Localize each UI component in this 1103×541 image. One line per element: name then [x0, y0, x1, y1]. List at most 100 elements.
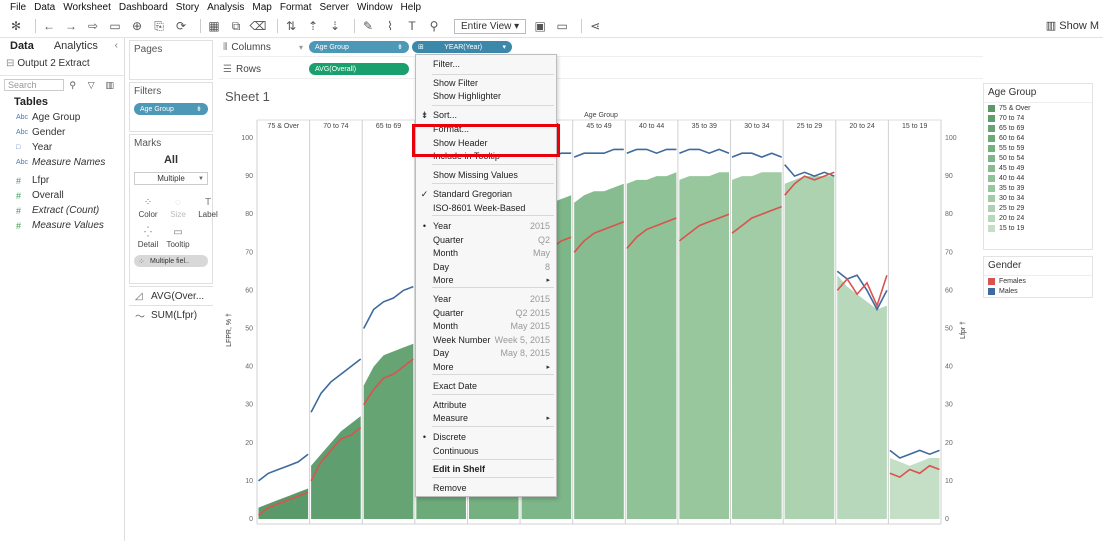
size-button[interactable]: ◌ Size: [170, 197, 186, 219]
tab-data[interactable]: Data: [10, 40, 34, 52]
presentation-icon[interactable]: ▣: [534, 19, 546, 33]
age-legend-item[interactable]: 30 to 34: [984, 193, 1092, 203]
age-legend-item[interactable]: 45 to 49: [984, 163, 1092, 173]
menu-worksheet[interactable]: Worksheet: [63, 2, 111, 13]
menu-item-value-month[interactable]: Month May 2015: [433, 321, 550, 332]
menu-item-attribute[interactable]: Attribute: [433, 400, 467, 410]
menu-map[interactable]: Map: [252, 2, 272, 13]
sort-asc-icon[interactable]: ⇡: [307, 19, 319, 33]
rows-pill-avg-overall[interactable]: AVG(Overall): [309, 63, 409, 75]
field-extract-count[interactable]: # Extract (Count): [16, 205, 100, 216]
menu-item-show-header[interactable]: Show Header: [433, 138, 488, 148]
age-legend-item[interactable]: 40 to 44: [984, 173, 1092, 183]
menu-item-format[interactable]: Format...: [433, 124, 470, 134]
marks-all-tab[interactable]: All: [163, 154, 179, 166]
save-icon[interactable]: ▭: [109, 19, 121, 33]
age-legend-item[interactable]: 55 to 59: [984, 143, 1092, 153]
age-legend-item[interactable]: 65 to 69: [984, 123, 1092, 133]
show-me-button[interactable]: ▥ Show M: [1045, 20, 1099, 32]
menu-format[interactable]: Format: [279, 2, 312, 13]
tableau-logo-icon[interactable]: ✻: [10, 19, 22, 33]
device-preview-icon[interactable]: ▭: [556, 19, 568, 33]
pages-card[interactable]: Pages: [129, 40, 213, 80]
view-options-icon[interactable]: ▥: [105, 79, 114, 90]
multiple-fields-pill[interactable]: ⁘ Multiple fiel..: [134, 255, 208, 267]
menu-file[interactable]: File: [10, 2, 27, 13]
pause-updates-icon[interactable]: ⎘: [154, 18, 164, 33]
menu-item-value-day[interactable]: Day May 8, 2015: [433, 348, 550, 359]
menu-item-show-missing[interactable]: Show Missing Values: [433, 170, 518, 180]
share-icon[interactable]: ⋖: [590, 19, 601, 33]
menu-item-sort[interactable]: ⇟ Sort...: [416, 108, 556, 122]
field-overall[interactable]: # Overall: [16, 190, 64, 201]
sort-desc-icon[interactable]: ⇣: [329, 19, 341, 33]
field-lfpr[interactable]: # Lfpr: [16, 175, 50, 186]
field-search-input[interactable]: Search: [4, 79, 65, 91]
swap-icon[interactable]: ⇅: [285, 19, 297, 33]
highlight-icon[interactable]: ✎: [362, 19, 374, 33]
color-button[interactable]: ⁘ Color: [138, 197, 158, 219]
redo-icon[interactable]: →: [65, 19, 77, 33]
replay-icon[interactable]: ⇨: [87, 19, 99, 33]
menu-item-exact-date[interactable]: Exact Date: [433, 381, 478, 391]
age-legend-item[interactable]: 75 & Over: [984, 103, 1092, 113]
field-year[interactable]: □ Year: [16, 142, 53, 153]
label-button[interactable]: T Label: [198, 197, 218, 219]
age-legend-item[interactable]: 35 to 39: [984, 183, 1092, 193]
columns-pill-year[interactable]: ⊞ YEAR(Year) ▾: [412, 41, 512, 53]
measure-tab-avg-overall[interactable]: ◿ AVG(Over...: [129, 286, 213, 305]
field-gender[interactable]: Abc Gender: [16, 127, 66, 138]
menu-item-value-quarter[interactable]: Quarter Q2 2015: [433, 307, 550, 318]
filter-fields-icon[interactable]: ▽: [87, 79, 95, 90]
refresh-icon[interactable]: ⟳: [175, 19, 187, 33]
filter-pill-age-group[interactable]: Age Group ⇟: [134, 103, 208, 115]
fix-axes-icon[interactable]: ⚲: [429, 19, 439, 33]
menu-dashboard[interactable]: Dashboard: [118, 2, 168, 13]
age-legend-item[interactable]: 50 to 54: [984, 153, 1092, 163]
age-legend-item[interactable]: 15 to 19: [984, 223, 1092, 233]
datasource-item[interactable]: ⊟ Output 2 Extract: [0, 54, 124, 76]
field-measure-names[interactable]: Abc Measure Names: [16, 157, 106, 168]
menu-server[interactable]: Server: [319, 2, 349, 13]
group-icon[interactable]: ⌇: [387, 19, 393, 33]
menu-item-show-filter[interactable]: Show Filter: [433, 78, 479, 88]
menu-item-value-year[interactable]: Year 2015: [433, 294, 550, 304]
search-icon[interactable]: ⚲: [69, 79, 76, 90]
field-measure-values[interactable]: # Measure Values: [16, 220, 104, 231]
undo-icon[interactable]: ←: [43, 19, 55, 33]
menu-item-iso-week[interactable]: ISO-8601 Week-Based: [433, 203, 526, 213]
tab-analytics[interactable]: Analytics: [53, 40, 98, 52]
menu-item-continuous[interactable]: Continuous: [433, 446, 479, 456]
detail-button[interactable]: ⁛ Detail: [137, 227, 159, 249]
menu-window[interactable]: Window: [356, 2, 393, 13]
columns-shelf[interactable]: ⦀ Columns ▾ Age Group ⇟ ⊞ YEAR(Year) ▾: [219, 38, 983, 57]
age-legend-item[interactable]: 60 to 64: [984, 133, 1092, 143]
measure-tab-sum-lfpr[interactable]: 〜 SUM(Lfpr): [129, 305, 213, 324]
new-datasource-icon[interactable]: ⊕: [131, 19, 143, 33]
menu-item-part-more[interactable]: More ▸: [433, 275, 550, 286]
tooltip-button[interactable]: ▭ Tooltip: [166, 227, 190, 249]
filters-card[interactable]: Filters Age Group ⇟: [129, 82, 213, 132]
menu-item-filter[interactable]: Filter...: [433, 59, 461, 69]
menu-item-value-week-number[interactable]: Week Number Week 5, 2015: [433, 334, 550, 345]
age-legend-item[interactable]: 20 to 24: [984, 213, 1092, 223]
duplicate-icon[interactable]: ⧉: [231, 18, 241, 33]
columns-pill-age-group[interactable]: Age Group ⇟: [309, 41, 409, 53]
menu-help[interactable]: Help: [400, 2, 422, 13]
menu-item-measure[interactable]: Measure ▸: [433, 413, 550, 423]
age-legend-item[interactable]: 25 to 29: [984, 203, 1092, 213]
gender-legend-item[interactable]: Males: [984, 286, 1092, 296]
gender-legend-item[interactable]: Females: [984, 276, 1092, 286]
menu-story[interactable]: Story: [175, 2, 200, 13]
menu-item-standard-gregorian[interactable]: ✓ Standard Gregorian: [416, 187, 556, 201]
menu-item-part-quarter[interactable]: Quarter Q2: [433, 234, 550, 245]
menu-item-discrete[interactable]: • Discrete: [416, 430, 556, 444]
label-icon[interactable]: T: [408, 19, 416, 33]
menu-item-show-highlighter[interactable]: Show Highlighter: [433, 91, 502, 101]
fit-dropdown[interactable]: Entire View ▾: [454, 18, 527, 34]
rows-shelf[interactable]: ☰ Rows AVG(Overall): [219, 60, 983, 79]
age-legend-item[interactable]: 70 to 74: [984, 113, 1092, 123]
menu-data[interactable]: Data: [34, 2, 56, 13]
menu-item-part-day[interactable]: Day 8: [433, 261, 550, 272]
